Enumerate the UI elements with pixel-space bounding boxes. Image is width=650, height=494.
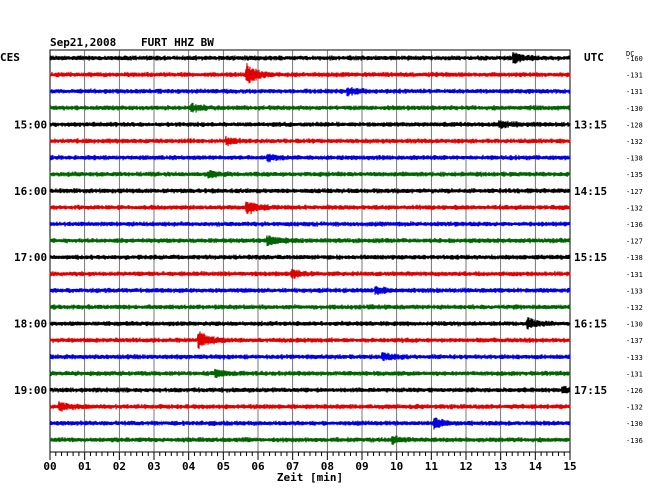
dc-offset-label: -132 xyxy=(626,304,643,312)
trace-row xyxy=(49,120,571,129)
x-axis-label: Zeit [min] xyxy=(277,471,343,484)
dc-offset-label: -138 xyxy=(626,155,643,163)
trace-row xyxy=(49,331,571,350)
dc-offset-label: -131 xyxy=(626,88,643,96)
trace-row xyxy=(49,87,571,97)
x-tick-label: 01 xyxy=(78,460,92,473)
trace-row xyxy=(49,417,571,430)
trace-row xyxy=(49,63,571,84)
right-time-labels: 13:15 14:15 15:15 16:15 17:15 xyxy=(574,118,607,397)
dc-offset-label: -133 xyxy=(626,287,643,295)
dc-offset-label: -128 xyxy=(626,121,643,129)
x-axis: 00 01 02 03 04 05 06 07 08 09 10 11 12 13 14 15 xyxy=(43,452,577,473)
trace-row xyxy=(49,187,571,194)
x-tick-label: 08 xyxy=(321,460,334,473)
trace-row xyxy=(49,170,571,179)
trace-row xyxy=(49,285,571,295)
dc-offset-label: -135 xyxy=(626,171,643,179)
left-timezone-label: CES xyxy=(0,51,20,64)
trace-row xyxy=(49,316,571,330)
right-time-label: 17:15 xyxy=(574,384,607,397)
trace-row xyxy=(49,304,571,310)
dc-offset-label: -132 xyxy=(626,404,643,412)
dc-offset-label: -136 xyxy=(626,221,643,229)
dc-offset-label: -131 xyxy=(626,72,643,80)
left-time-label: 18:00 xyxy=(14,318,47,331)
x-tick-label: 11 xyxy=(425,460,439,473)
x-tick-label: 00 xyxy=(43,460,56,473)
left-time-label: 19:00 xyxy=(14,384,47,397)
trace-row xyxy=(49,268,571,279)
trace-row xyxy=(49,153,571,163)
trace-row xyxy=(49,368,571,378)
dc-offset-label: -131 xyxy=(626,271,643,279)
header-date: Sep21,2008 xyxy=(50,36,116,49)
dc-offset-label: -130 xyxy=(626,321,643,329)
left-time-label: 17:00 xyxy=(14,251,47,264)
trace-row xyxy=(49,235,571,247)
dc-offset-label: -138 xyxy=(626,254,643,262)
dc-offset-label: -130 xyxy=(626,105,643,113)
right-time-label: 15:15 xyxy=(574,251,607,264)
dc-offset-label: -133 xyxy=(626,354,643,362)
dc-offset-label: -126 xyxy=(626,387,643,395)
dc-offset-label: -130 xyxy=(626,420,643,428)
left-time-label: 16:00 xyxy=(14,185,47,198)
x-tick-label: 02 xyxy=(113,460,126,473)
dc-offset-label: -131 xyxy=(626,370,643,378)
x-tick-label: 15 xyxy=(563,460,576,473)
x-tick-label: 05 xyxy=(217,460,230,473)
left-time-labels: 15:00 16:00 17:00 18:00 19:00 xyxy=(14,118,47,397)
dc-offset-label: -137 xyxy=(626,337,643,345)
trace-row xyxy=(49,401,571,412)
right-time-label: 14:15 xyxy=(574,185,607,198)
dc-offset-labels: -160 -131 -131 -130 -128 -132 -138 -135 -127 -132… xyxy=(626,55,643,445)
dc-offset-label: -160 xyxy=(626,55,643,63)
header-station: FURT HHZ BW xyxy=(141,36,214,49)
dc-offset-label: -127 xyxy=(626,238,643,246)
dc-offset-label: -132 xyxy=(626,204,643,212)
right-timezone-label: UTC xyxy=(584,51,604,64)
x-tick-label: 14 xyxy=(529,460,543,473)
x-tick-label: 04 xyxy=(182,460,196,473)
x-tick-label: 06 xyxy=(251,460,265,473)
trace-row xyxy=(49,435,571,446)
trace-row xyxy=(49,352,571,362)
x-tick-label: 13 xyxy=(494,460,507,473)
trace-row xyxy=(49,52,571,64)
dc-offset-label: -136 xyxy=(626,437,643,445)
trace-row xyxy=(49,201,571,215)
right-time-label: 13:15 xyxy=(574,118,607,131)
x-tick-label: 07 xyxy=(286,460,299,473)
trace-row xyxy=(49,221,571,227)
vertical-grid xyxy=(84,50,536,452)
trace-row xyxy=(49,385,571,394)
trace-row xyxy=(49,102,571,113)
dc-label: DC xyxy=(626,50,634,58)
x-tick-label: 03 xyxy=(147,460,160,473)
x-tick-label: 12 xyxy=(459,460,472,473)
trace-row xyxy=(49,135,571,147)
traces-group xyxy=(49,52,571,446)
dc-offset-label: -132 xyxy=(626,138,643,146)
right-time-label: 16:15 xyxy=(574,318,607,331)
left-time-label: 15:00 xyxy=(14,118,47,131)
x-tick-label: 10 xyxy=(390,460,403,473)
trace-row xyxy=(49,254,571,261)
dc-offset-label: -127 xyxy=(626,188,643,196)
x-tick-label: 09 xyxy=(355,460,368,473)
